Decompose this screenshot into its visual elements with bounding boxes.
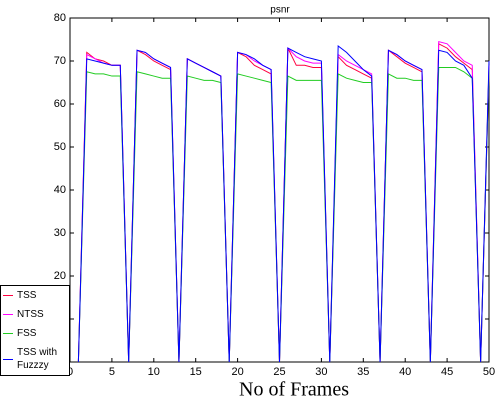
x-tick-label: 35	[357, 366, 369, 378]
legend-item: TSS	[1, 286, 69, 305]
y-tick-label: 30	[54, 227, 66, 239]
x-axis-label: No of Frames	[239, 379, 349, 401]
legend-item: FSS	[1, 324, 69, 343]
x-tick-label: 25	[273, 366, 285, 378]
y-tick-label: 50	[54, 141, 66, 153]
x-tick-label: 10	[148, 366, 160, 378]
legend-swatch	[3, 314, 13, 315]
legend-label: TSS with Fuzzzy	[17, 347, 58, 371]
legend-swatch	[3, 333, 13, 334]
x-tick-label: 15	[190, 366, 202, 378]
y-tick-label: 80	[54, 12, 66, 24]
legend-label: TSS	[17, 290, 37, 301]
x-tick-label: 40	[399, 366, 411, 378]
y-tick-label: 20	[54, 270, 66, 282]
legend-item: NTSS	[1, 305, 69, 324]
x-tick-label: 5	[109, 366, 115, 378]
y-tick-label: 70	[54, 55, 66, 67]
legend-label: FSS	[17, 328, 37, 339]
legend-swatch	[3, 295, 13, 296]
legend-swatch	[3, 358, 13, 360]
x-tick-label: 0	[67, 366, 73, 378]
series-line	[77, 44, 490, 363]
legend-label: NTSS	[17, 309, 44, 320]
chart-title: psnr	[270, 5, 290, 16]
x-tick-label: 30	[315, 366, 327, 378]
y-tick-label: 40	[54, 184, 66, 196]
legend: TSS NTSS FSS TSS with Fuzzzy	[0, 285, 70, 376]
x-tick-label: 20	[231, 366, 243, 378]
x-tick-label: 45	[441, 366, 453, 378]
legend-item: TSS with Fuzzzy	[1, 343, 69, 375]
y-tick-label: 60	[54, 98, 66, 110]
x-tick-label: 50	[483, 366, 495, 378]
